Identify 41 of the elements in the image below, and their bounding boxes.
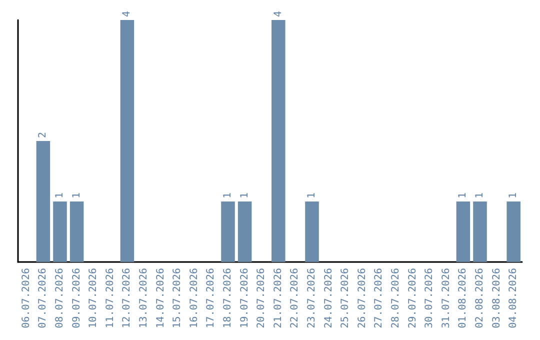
data-label: 4 [122, 10, 133, 17]
x-tick-label: 29.07.2026 [407, 268, 418, 328]
x-tick-label: 14.07.2026 [155, 268, 166, 328]
data-label: 1 [71, 192, 82, 198]
x-tick-label: 26.07.2026 [356, 268, 368, 328]
data-label: 1 [306, 192, 318, 198]
x-tick-label: 28.07.2026 [390, 268, 402, 328]
data-label: 1 [458, 192, 469, 198]
data-label: 1 [508, 192, 520, 198]
x-tick-label: 16.07.2026 [188, 268, 200, 328]
data-label: 1 [54, 192, 66, 198]
x-tick-label: 31.07.2026 [440, 268, 452, 328]
x-tick-label: 24.07.2026 [323, 268, 334, 328]
x-tick-label: 09.07.2026 [71, 268, 82, 328]
x-tick-label: 01.08.2026 [458, 268, 469, 328]
x-tick-label: 19.07.2026 [239, 268, 250, 328]
x-tick-label: 06.07.2026 [20, 268, 32, 328]
data-label: 4 [272, 10, 284, 17]
data-label: 1 [474, 192, 486, 198]
x-tick-label: 30.07.2026 [424, 268, 436, 328]
x-tick-label: 22.07.2026 [290, 268, 301, 328]
x-tick-label: 13.07.2026 [138, 268, 150, 328]
x-tick-label: 10.07.2026 [88, 268, 100, 328]
data-label: 1 [222, 192, 234, 198]
x-tick-label: 25.07.2026 [340, 268, 352, 328]
x-tick-label: 11.07.2026 [104, 268, 116, 328]
x-tick-label: 23.07.2026 [306, 268, 318, 328]
x-tick-label: 17.07.2026 [206, 268, 217, 328]
data-label: 2 [38, 132, 49, 138]
x-tick-label: 15.07.2026 [172, 268, 184, 328]
x-tick-label: 12.07.2026 [122, 268, 133, 328]
x-tick-label: 20.07.2026 [256, 268, 268, 328]
data-label: 1 [239, 192, 250, 198]
x-tick-label: 18.07.2026 [222, 268, 234, 328]
x-tick-label: 21.07.2026 [272, 268, 284, 328]
x-tick-label: 08.07.2026 [54, 268, 66, 328]
x-tick-label: 07.07.2026 [38, 268, 49, 328]
x-tick-label: 04.08.2026 [508, 268, 520, 328]
x-tick-label: 27.07.2026 [374, 268, 385, 328]
x-tick-label: 03.08.2026 [491, 268, 502, 328]
x-tick-label: 02.08.2026 [474, 268, 486, 328]
